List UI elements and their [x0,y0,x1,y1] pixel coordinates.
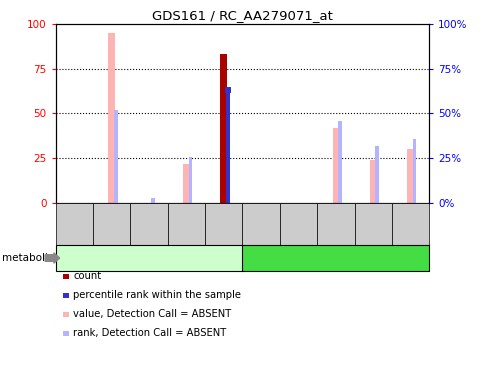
Bar [220,54,227,203]
Text: GSM2292: GSM2292 [107,203,116,246]
Bar [108,33,115,203]
Text: GSM2287: GSM2287 [70,202,79,246]
Bar [407,149,413,203]
Bar [412,139,416,203]
Text: GSM2331: GSM2331 [405,202,414,246]
Bar [188,157,192,203]
Text: value, Detection Call = ABSENT: value, Detection Call = ABSENT [73,309,231,320]
Text: GSM2321: GSM2321 [331,202,340,246]
Text: GSM2302: GSM2302 [182,202,191,246]
Text: GSM2316: GSM2316 [293,202,302,246]
Text: GSM2297: GSM2297 [144,202,153,246]
Text: insulin resistant: insulin resistant [105,253,193,263]
Text: rank, Detection Call = ABSENT: rank, Detection Call = ABSENT [73,328,226,339]
Bar [114,110,118,203]
Text: GDS161 / RC_AA279071_at: GDS161 / RC_AA279071_at [152,9,332,22]
Bar [375,146,378,203]
Text: metabolism: metabolism [2,253,64,263]
Text: GSM2326: GSM2326 [368,202,377,246]
Bar [332,128,338,203]
Text: GSM2307: GSM2307 [219,202,228,246]
Bar [226,86,229,203]
Bar [225,86,230,93]
Bar [183,164,189,203]
Bar [369,160,376,203]
Bar [337,121,341,203]
Text: count: count [73,271,101,281]
Text: insulin sensitive: insulin sensitive [290,253,380,263]
Text: percentile rank within the sample: percentile rank within the sample [73,290,241,300]
Text: GSM2311: GSM2311 [256,202,265,246]
Bar [151,198,155,203]
